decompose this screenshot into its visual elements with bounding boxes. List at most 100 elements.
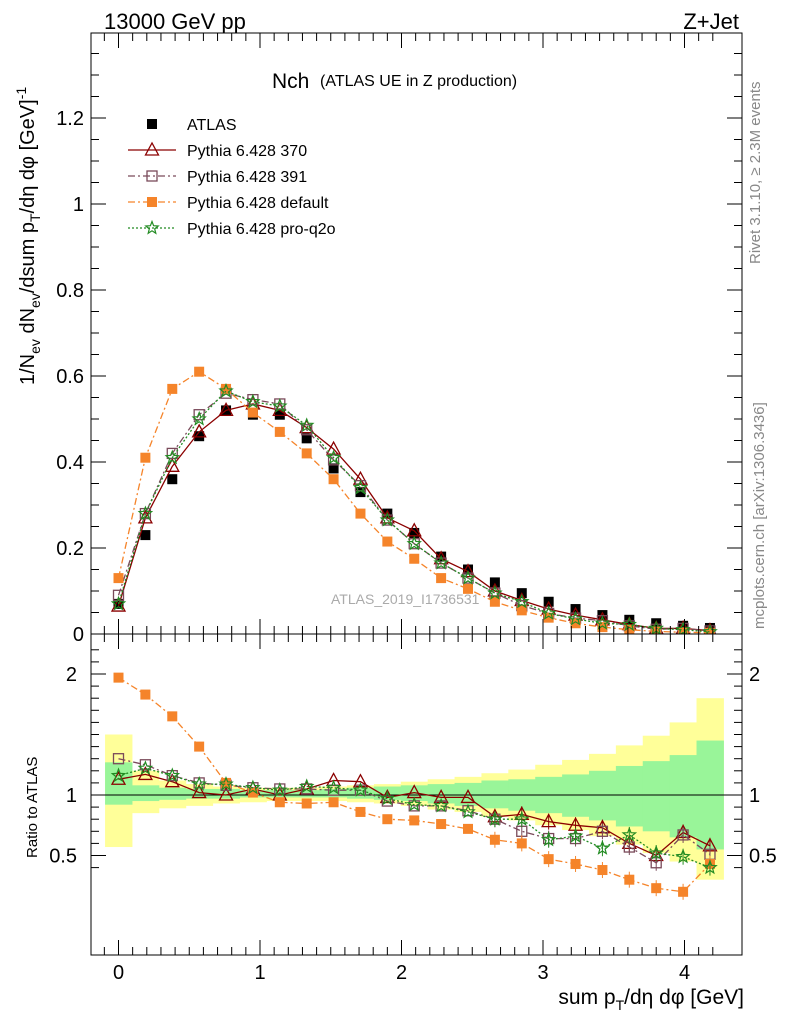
ratio-y-tick-label-right: 2: [749, 664, 760, 686]
legend-label: ATLAS: [187, 117, 237, 134]
legend-label: Pythia 6.428 370: [187, 143, 307, 160]
y-tick-label: 1: [73, 194, 84, 216]
data-point-pythia-6-428-pro-q2o: [379, 511, 396, 527]
ratio-data-point-pythia-6-428-pro-q2o: [245, 779, 261, 795]
ratio-data-point-pythia-6-428-default: [624, 874, 635, 885]
ratio-data-point-pythia-6-428-default: [355, 806, 366, 817]
data-point-atlas: [678, 620, 689, 631]
data-point-pythia-6-428-default: [194, 366, 205, 377]
ratio-data-point-pythia-6-428-pro-q2o: [675, 848, 691, 864]
data-point-pythia-6-428-370: [352, 470, 369, 485]
main-plot-panel: 0 0.2 0.4 0.6 0.8 1 1.2 Nch (ATLAS UE in Z pro…: [13, 32, 743, 646]
legend-label: Pythia 6.428 391: [187, 169, 307, 186]
data-point-pythia-6-428-pro-q2o: [487, 584, 503, 600]
ratio-data-point-pythia-6-428-default: [597, 865, 608, 876]
data-point-pythia-6-428-default: [247, 407, 258, 418]
data-point-pythia-6-428-pro-q2o: [325, 449, 342, 465]
ratio-y-tick-label: 1: [66, 785, 77, 807]
main-subtitle: (ATLAS UE in Z production): [320, 73, 517, 90]
uncertainty-band-stat: [615, 765, 644, 827]
data-point-pythia-6-428-default: [704, 627, 715, 634]
data-point-pythia-6-428-default: [624, 624, 635, 634]
x-axis-label: sum pT/dη dφ [GeV]: [558, 986, 744, 1013]
data-point-pythia-6-428-pro-q2o: [272, 397, 288, 413]
data-point-atlas: [624, 614, 635, 625]
data-point-pythia-6-428-pro-q2o: [675, 621, 691, 634]
uncertainty-band-stat: [669, 755, 698, 838]
uncertainty-band-stat: [427, 784, 456, 804]
data-point-pythia-6-428-370: [460, 563, 476, 578]
legend-label: Pythia 6.428 default: [187, 195, 329, 212]
data-point-pythia-6-428-default: [167, 383, 178, 394]
ratio-data-point-pythia-6-428-370: [191, 784, 207, 799]
watermark: ATLAS_2019_I1736531: [331, 591, 480, 607]
data-point-atlas: [328, 463, 339, 474]
uncertainty-band-stat: [320, 788, 348, 798]
ratio-data-point-pythia-6-428-pro-q2o: [272, 782, 288, 797]
ratio-data-point-pythia-6-428-default: [409, 815, 420, 826]
ratio-data-point-pythia-6-428-default: [221, 777, 232, 788]
data-point-pythia-6-428-pro-q2o: [245, 393, 261, 409]
rivet-label: Rivet 3.1.10, ≥ 2.3M events: [747, 82, 764, 265]
ratio-data-point-pythia-6-428-pro-q2o: [164, 767, 181, 783]
ratio-data-point-pythia-6-428-pro-q2o: [110, 767, 127, 783]
ratio-data-point-pythia-6-428-pro-q2o: [567, 827, 584, 843]
data-point-pythia-6-428-pro-q2o: [567, 610, 584, 626]
ratio-data-point-pythia-6-428-default: [167, 711, 178, 722]
ratio-data-point-pythia-6-428-391: [381, 795, 394, 807]
main-title: Nch: [272, 70, 309, 93]
ratio-data-point-pythia-6-428-default: [113, 672, 124, 683]
data-point-atlas: [355, 487, 366, 498]
ratio-data-point-pythia-6-428-370: [325, 772, 342, 787]
ratio-data-point-pythia-6-428-391: [327, 784, 340, 796]
data-point-pythia-6-428-default: [570, 618, 581, 629]
ratio-data-point-pythia-6-428-default: [194, 741, 205, 752]
ratio-y-tick-label: 2: [66, 664, 77, 686]
data-point-pythia-6-428-pro-q2o: [164, 449, 181, 465]
uncertainty-band-stat: [481, 780, 509, 809]
y-tick-label: 0.4: [56, 452, 84, 474]
data-point-atlas: [301, 433, 312, 444]
ratio-plot-panel: 0 1 2 3 4 0.5 0.5 1 1 2 2 Ratio to ATLAS: [24, 633, 777, 984]
uncertainty-band-stat: [562, 774, 590, 817]
ratio-data-point-pythia-6-428-default: [274, 797, 285, 808]
ratio-series-line-pythia-6-428-pro-q2o: [118, 767, 711, 869]
main-ylabel: 1/Nev dNev/dsum pT/dη dφ [GeV]-1: [13, 87, 43, 385]
data-point-pythia-6-428-default: [409, 553, 420, 564]
uncertainty-band-stat: [131, 785, 160, 802]
data-point-pythia-6-428-pro-q2o: [218, 382, 234, 398]
y-tick-label: 0: [73, 624, 84, 646]
x-tick-label: 3: [537, 962, 548, 984]
ratio-data-point-pythia-6-428-pro-q2o: [298, 778, 315, 794]
legend: ATLAS Pythia 6.428 370 Pythia 6.428 391 Pyt…: [128, 117, 336, 238]
legend-marker: [146, 170, 158, 182]
uncertainty-band-stat: [642, 761, 671, 832]
ratio-data-point-pythia-6-428-default: [140, 689, 151, 700]
data-point-pythia-6-428-370: [325, 440, 342, 455]
data-point-pythia-6-428-pro-q2o: [702, 623, 718, 634]
data-point-pythia-6-428-pro-q2o: [298, 417, 315, 433]
ratio-data-point-pythia-6-428-default: [651, 883, 662, 894]
ratio-data-point-pythia-6-428-pro-q2o: [137, 760, 154, 775]
ratio-data-point-pythia-6-428-pro-q2o: [702, 859, 718, 875]
data-point-pythia-6-428-391: [301, 424, 313, 436]
ratio-data-point-pythia-6-428-pro-q2o: [460, 803, 476, 819]
ratio-data-point-pythia-6-428-391: [139, 759, 152, 771]
y-tick-label: 0.8: [56, 280, 84, 302]
ratio-data-point-pythia-6-428-pro-q2o: [325, 779, 342, 795]
ratio-data-point-pythia-6-428-default: [516, 838, 527, 849]
data-point-pythia-6-428-pro-q2o: [540, 605, 557, 620]
ratio-data-point-pythia-6-428-default: [570, 858, 581, 869]
data-point-pythia-6-428-default: [301, 448, 312, 459]
ratio-data-point-pythia-6-428-391: [112, 753, 125, 765]
header-left: 13000 GeV pp: [104, 9, 246, 34]
x-tick-label: 1: [254, 962, 265, 984]
data-point-pythia-6-428-pro-q2o: [514, 593, 530, 609]
data-point-pythia-6-428-default: [355, 508, 366, 519]
legend-marker: [147, 119, 157, 129]
uncertainty-band-stat: [185, 788, 214, 799]
data-point-atlas: [409, 527, 420, 538]
uncertainty-band-stat: [454, 782, 482, 806]
data-point-pythia-6-428-pro-q2o: [352, 479, 369, 495]
data-point-pythia-6-428-370: [218, 402, 234, 417]
